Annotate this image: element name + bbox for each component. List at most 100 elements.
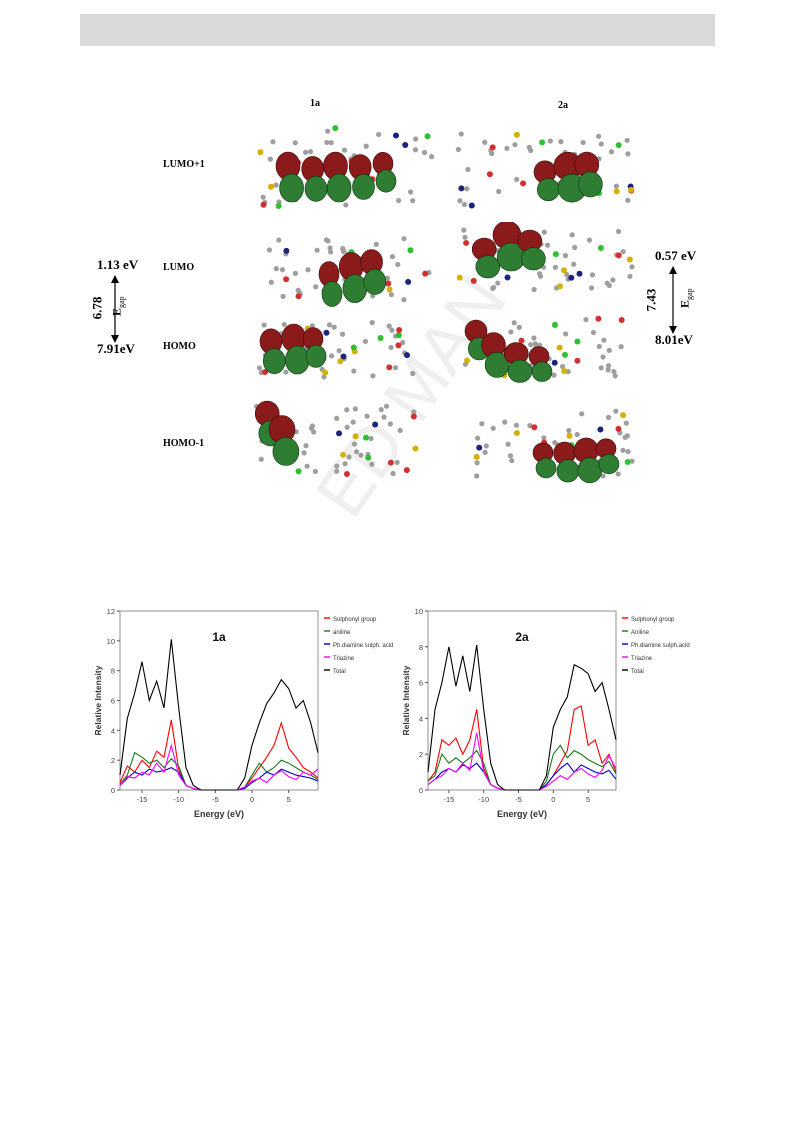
lobe-green [598, 453, 620, 475]
atom-carbon [482, 139, 488, 145]
atom-hetero [458, 185, 465, 192]
atom-carbon [558, 139, 564, 145]
atom-carbon [266, 247, 273, 253]
atom-carbon [352, 406, 358, 412]
lobe-green [304, 175, 328, 202]
atom-carbon [482, 449, 488, 456]
atom-carbon [394, 459, 400, 466]
atom-hetero [422, 270, 429, 277]
atom-hetero [283, 276, 290, 283]
atom-carbon [586, 237, 593, 243]
legend-label: Aniline [631, 630, 650, 636]
legend-label: Sulphonyl group [333, 617, 377, 623]
y-tick-label: 12 [107, 607, 115, 616]
lobe-green [475, 255, 501, 279]
atom-carbon [605, 367, 611, 373]
atom-hetero [268, 183, 275, 190]
orbital-lobe-pair [323, 151, 352, 203]
atom-carbon [508, 329, 514, 335]
atom-hetero [365, 454, 372, 461]
atom-carbon [321, 374, 327, 380]
orbital-lobe-pair [573, 437, 603, 484]
atom-carbon [610, 277, 616, 283]
atom-hetero [615, 142, 622, 149]
right-gap-value: 7.43 [643, 288, 659, 312]
atom-carbon [527, 423, 533, 429]
atom-hetero [322, 369, 329, 376]
atom-hetero [556, 344, 563, 351]
atom-carbon [516, 324, 522, 330]
atom-carbon [309, 423, 315, 429]
atom-carbon [389, 327, 395, 333]
x-tick-label: -5 [212, 795, 219, 804]
atom-carbon [304, 463, 310, 469]
atom-carbon [505, 441, 511, 447]
atom-hetero [386, 286, 393, 293]
atom-carbon [364, 413, 370, 419]
atom-hetero [552, 251, 559, 258]
atom-hetero [486, 171, 493, 178]
lobe-green [279, 173, 304, 203]
lobe-green [272, 437, 300, 466]
lobe-green [326, 173, 352, 203]
atom-carbon [421, 149, 428, 156]
atom-hetero [340, 451, 347, 458]
atom-carbon [370, 373, 376, 379]
atom-carbon [363, 143, 369, 149]
lobe-green [556, 459, 580, 483]
atom-hetero [463, 239, 470, 246]
atom-carbon [388, 292, 394, 298]
atom-carbon [559, 363, 566, 370]
atom-carbon [569, 232, 575, 238]
atom-hetero [574, 338, 581, 345]
lobe-green [342, 274, 368, 303]
atom-hetero [504, 274, 511, 281]
atom-hetero [402, 141, 409, 148]
atom-carbon [401, 236, 407, 242]
atom-carbon [623, 420, 629, 426]
atom-carbon [458, 131, 464, 137]
atom-carbon [270, 139, 276, 145]
atom-carbon [336, 348, 342, 354]
atom-carbon [388, 344, 394, 351]
atom-hetero [387, 459, 394, 466]
mo-image-1a-homo [256, 320, 416, 380]
atom-carbon [280, 293, 286, 300]
orbital-lobe-pair [360, 249, 387, 295]
legend-label: Triazine [631, 656, 653, 662]
atom-carbon [574, 431, 580, 438]
atom-hetero [337, 358, 344, 365]
atom-carbon [457, 198, 463, 204]
atom-carbon [608, 149, 615, 155]
atom-carbon [464, 186, 470, 192]
right-lumo-energy: 0.57 eV [655, 248, 697, 263]
atom-carbon [351, 368, 357, 374]
atom-carbon [375, 131, 382, 138]
atom-carbon [328, 249, 334, 255]
atom-carbon [334, 415, 340, 421]
legend-label: Ph.diamine sulph.acid [631, 643, 690, 649]
orbital-lobe-pair [517, 229, 546, 271]
orbital-lobe-pair [574, 151, 603, 198]
atom-carbon [620, 248, 626, 255]
atom-hetero [260, 201, 267, 208]
orbital-lobe-pair [302, 327, 327, 368]
legend-label: Triazine [333, 656, 355, 662]
orbital-lobe-pair [503, 342, 533, 383]
atom-carbon [344, 424, 350, 430]
atom-hetero [531, 424, 538, 431]
mo-image-1a-lumo-plus-1 [257, 125, 435, 210]
atom-carbon [305, 267, 311, 273]
legend-label: Total [333, 669, 346, 675]
left-lumo-energy: 1.13 eV [97, 257, 139, 272]
atom-carbon [605, 363, 612, 369]
legend-label: Total [631, 669, 644, 675]
legend-label: Sulphonyl group [631, 617, 675, 623]
right-gap-arrow [669, 266, 677, 334]
atom-carbon [531, 335, 537, 341]
atom-carbon [384, 275, 391, 281]
atom-carbon [541, 435, 547, 441]
atom-carbon [474, 473, 480, 479]
atom-carbon [601, 337, 607, 343]
atom-carbon [455, 146, 461, 153]
